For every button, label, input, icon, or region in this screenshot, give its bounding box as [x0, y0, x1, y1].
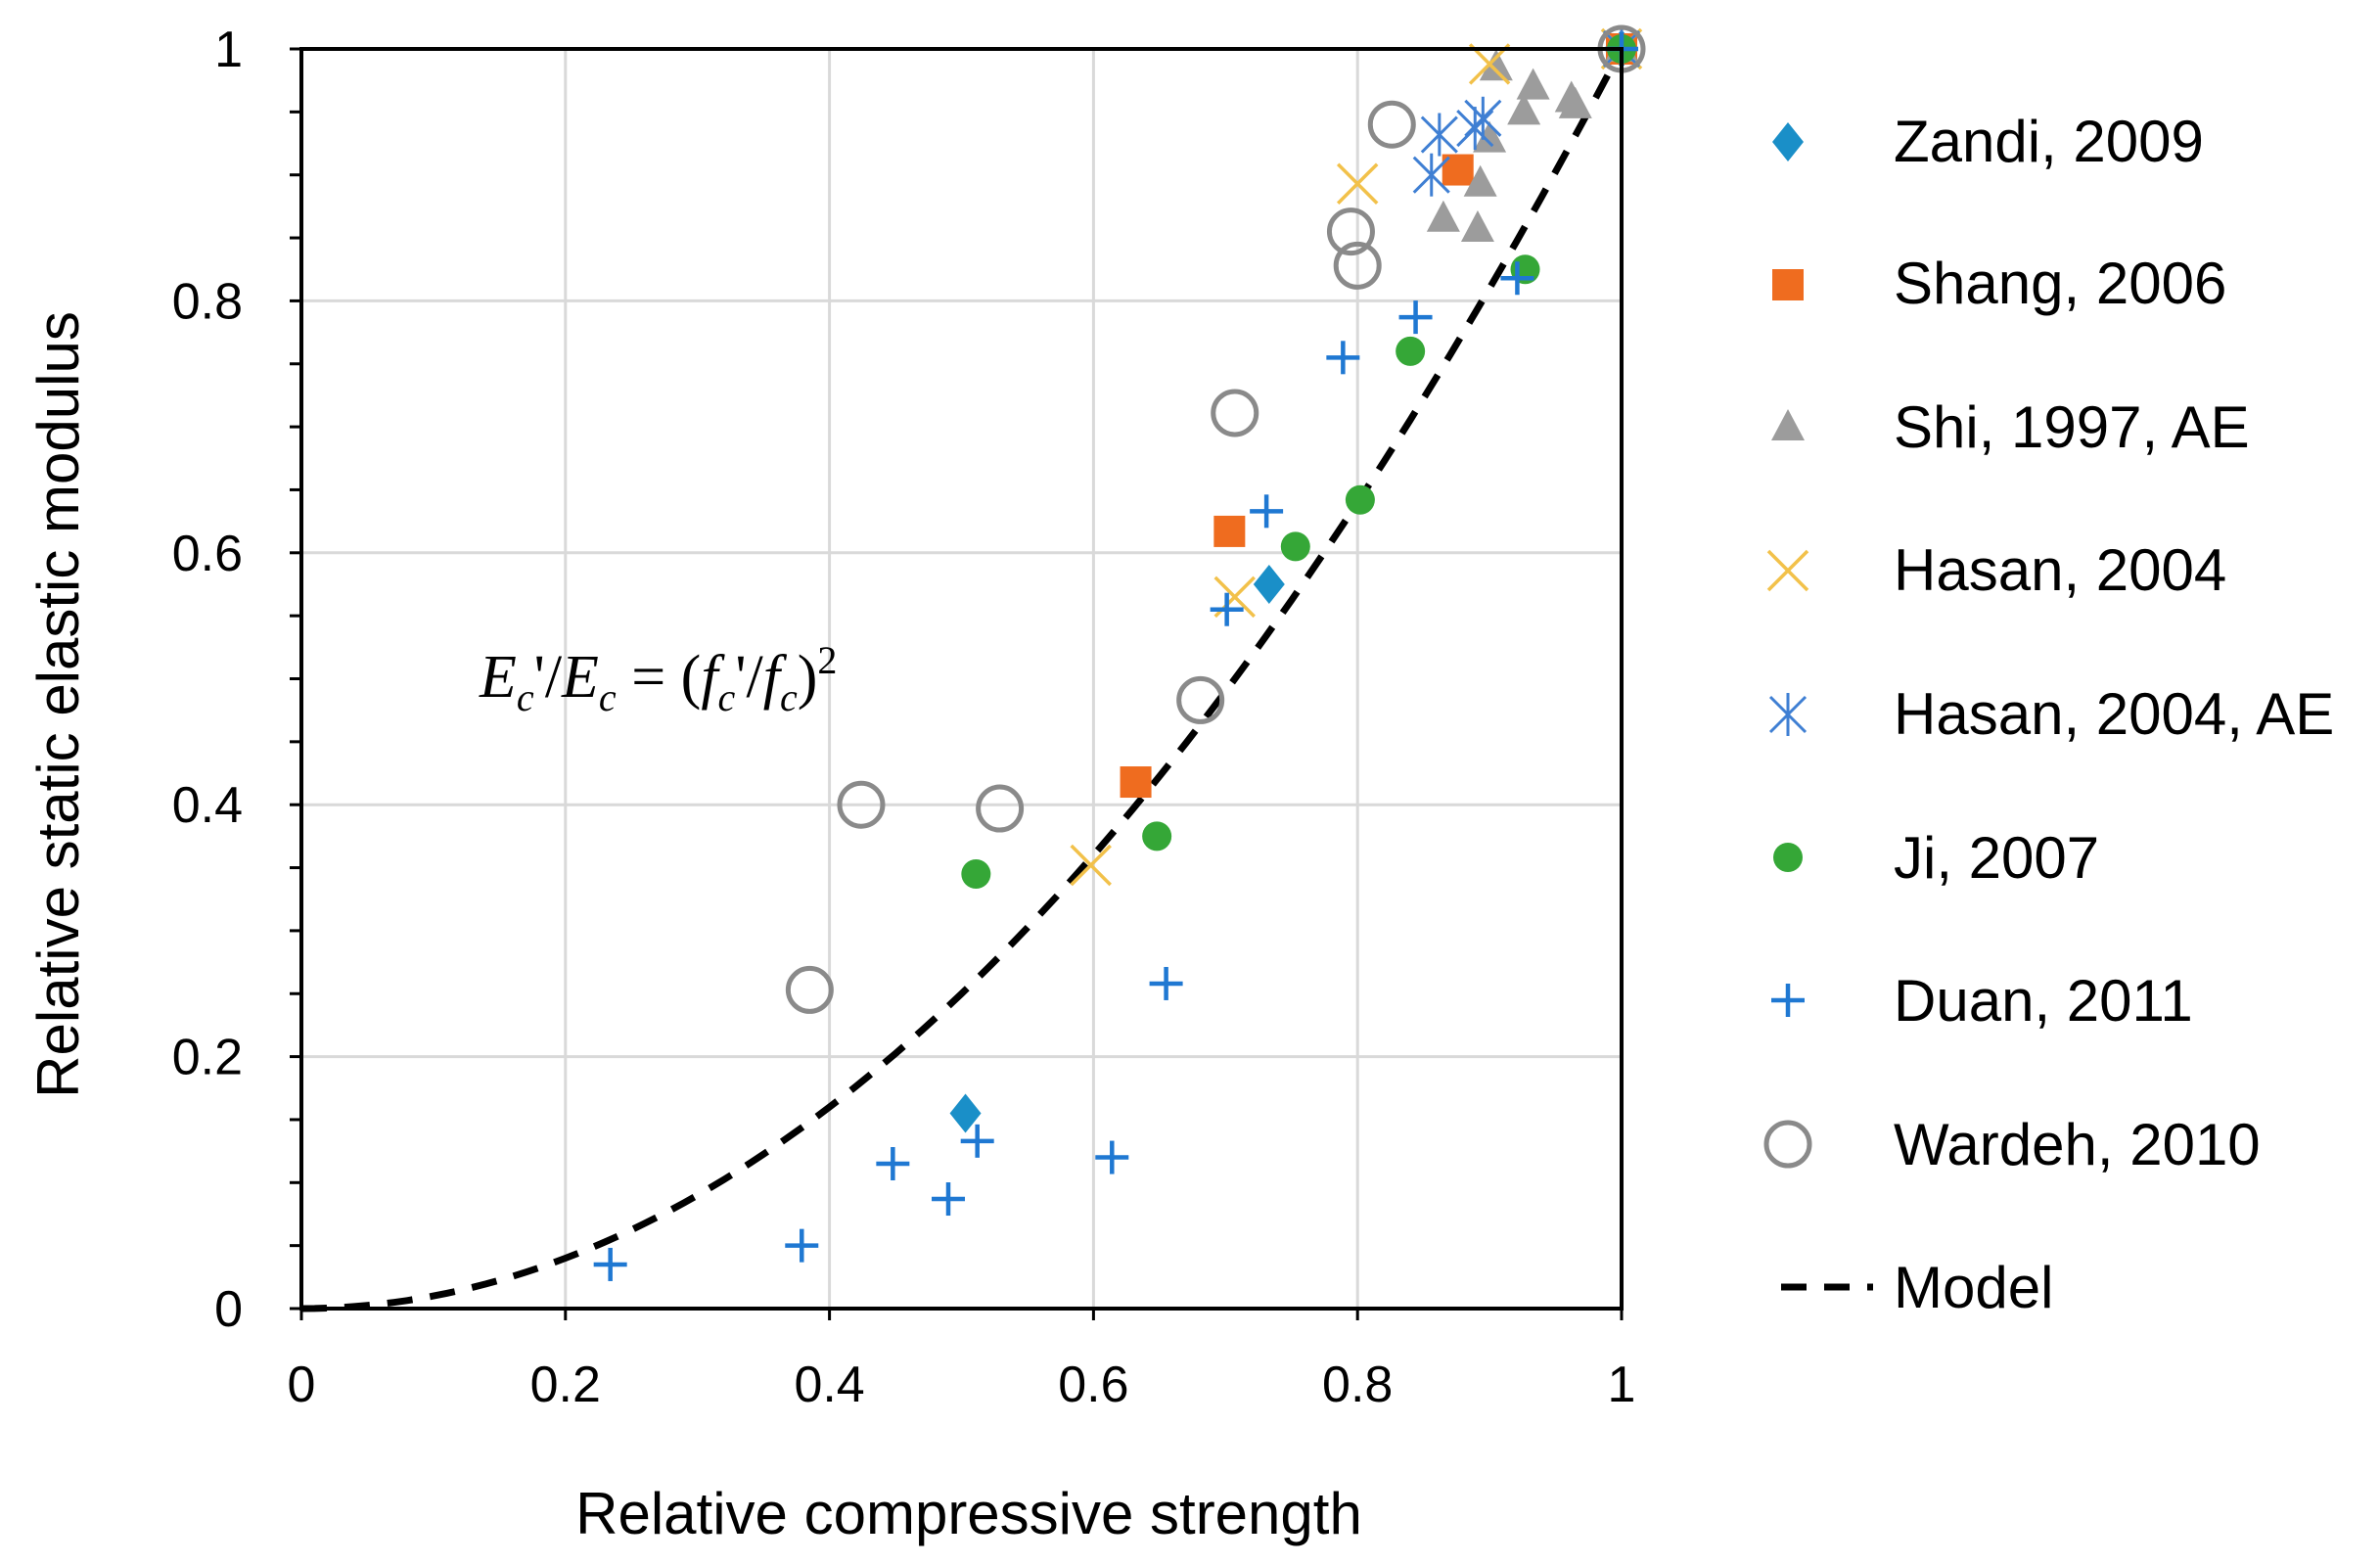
- point-duan-2011: [1095, 1140, 1129, 1174]
- point-wardeh-2010: [1176, 675, 1225, 724]
- point-duan-2011: [1398, 300, 1433, 335]
- point-hasan-2004-ae: [1464, 96, 1502, 140]
- x-tick-label: 0.6: [1058, 1357, 1128, 1413]
- legend-label-zandi: Zandi, 2009: [1894, 109, 2204, 174]
- data-points: [593, 24, 1646, 1281]
- legend-marker-shang-2006: [1772, 269, 1804, 300]
- axes: [290, 47, 1624, 1320]
- y-tick-labels: 0 0.2 0.4 0.6 0.8 1: [172, 22, 243, 1338]
- y-tick-label: 0.4: [172, 777, 243, 834]
- point-duan-2011: [960, 1124, 994, 1158]
- point-ji-2007: [1280, 531, 1310, 562]
- point-wardeh-2010: [1333, 241, 1382, 290]
- legend-label-wardeh: Wardeh, 2010: [1894, 1112, 2261, 1177]
- x-tick-label: 0.4: [794, 1357, 864, 1413]
- point-duan-2011: [1210, 592, 1244, 626]
- point-hasan-2004: [1336, 162, 1379, 205]
- point-duan-2011: [1250, 494, 1284, 529]
- legend-marker-duan-2011: [1771, 984, 1805, 1017]
- point-ji-2007: [1396, 336, 1426, 366]
- y-tick-label: 0.8: [172, 273, 243, 330]
- point-wardeh-2010: [1367, 100, 1416, 149]
- point-wardeh-2010: [785, 965, 834, 1014]
- model-curve: [300, 47, 1625, 1312]
- point-duan-2011: [876, 1146, 910, 1180]
- legend-marker-wardeh-2010: [1763, 1120, 1812, 1169]
- point-duan-2011: [932, 1182, 966, 1217]
- point-duan-2011: [1326, 341, 1360, 375]
- model-equation: Ec'/Ec = (fc'/fc)2: [479, 638, 837, 719]
- point-duan-2011: [785, 1228, 819, 1263]
- point-shang-2006: [1120, 766, 1152, 799]
- legend-label-model: Model: [1894, 1255, 2053, 1320]
- legend-marker-hasan-2004: [1766, 549, 1809, 592]
- point-zandi-2009: [1253, 564, 1285, 604]
- point-shi-1997-ae: [1426, 200, 1460, 232]
- point-ji-2007: [1345, 484, 1375, 515]
- legend-label-duan: Duan, 2011: [1894, 968, 2193, 1034]
- point-duan-2011: [593, 1247, 627, 1281]
- legend-label-shang: Shang, 2006: [1894, 251, 2226, 316]
- model-curve-layer: [300, 47, 1625, 1312]
- y-tick-label: 1: [214, 22, 243, 78]
- x-axis-title: Relative compressive strength: [575, 1481, 1362, 1546]
- x-tick-label: 0: [288, 1357, 316, 1413]
- x-tick-labels: 0 0.2 0.4 0.6 0.8 1: [288, 1357, 1636, 1413]
- point-hasan-2004: [1070, 844, 1112, 887]
- point-ji-2007: [1142, 821, 1172, 852]
- point-wardeh-2010: [1326, 207, 1375, 256]
- legend: Zandi, 2009 Shang, 2006 Shi, 1997, AE Ha…: [1763, 109, 2334, 1320]
- point-ji-2007: [961, 858, 991, 889]
- legend-label-hasan-ae: Hasan, 2004, AE: [1894, 681, 2334, 747]
- point-shi-1997-ae: [1558, 86, 1592, 118]
- point-shi-1997-ae: [1479, 49, 1513, 81]
- point-hasan-2004: [1468, 43, 1511, 85]
- y-tick-label: 0.6: [172, 526, 243, 582]
- legend-label-shi: Shi, 1997, AE: [1894, 394, 2250, 460]
- point-shi-1997-ae: [1507, 93, 1541, 125]
- x-tick-label: 1: [1608, 1357, 1636, 1413]
- point-wardeh-2010: [1211, 389, 1259, 437]
- legend-marker-ji-2007: [1773, 843, 1803, 872]
- point-zandi-2009: [949, 1093, 982, 1133]
- x-tick-label: 0.2: [530, 1357, 601, 1413]
- y-axis-title: Relative static elastic modulus: [25, 311, 91, 1098]
- y-tick-label: 0.2: [172, 1030, 243, 1086]
- point-shi-1997-ae: [1463, 164, 1497, 197]
- legend-marker-shi-1997-ae: [1771, 409, 1805, 440]
- point-duan-2011: [1500, 261, 1534, 296]
- point-shi-1997-ae: [1460, 210, 1494, 243]
- point-hasan-2004-ae: [1420, 113, 1458, 157]
- y-tick-label: 0: [214, 1281, 243, 1338]
- point-shi-1997-ae: [1473, 120, 1507, 153]
- x-tick-label: 0.8: [1322, 1357, 1393, 1413]
- point-shang-2006: [1213, 515, 1246, 547]
- legend-marker-hasan-2004-ae: [1768, 693, 1808, 736]
- legend-marker-zandi-2009: [1772, 122, 1804, 161]
- point-duan-2011: [1149, 966, 1183, 1000]
- legend-markers: [1763, 122, 1873, 1291]
- legend-label-hasan: Hasan, 2004: [1894, 537, 2226, 603]
- point-hasan-2004-ae: [1412, 153, 1450, 197]
- point-hasan-2004-ae: [1456, 107, 1494, 151]
- point-shi-1997-ae: [1516, 68, 1550, 100]
- point-wardeh-2010: [976, 784, 1025, 833]
- point-wardeh-2010: [837, 780, 886, 829]
- legend-label-ji: Ji, 2007: [1894, 825, 2099, 891]
